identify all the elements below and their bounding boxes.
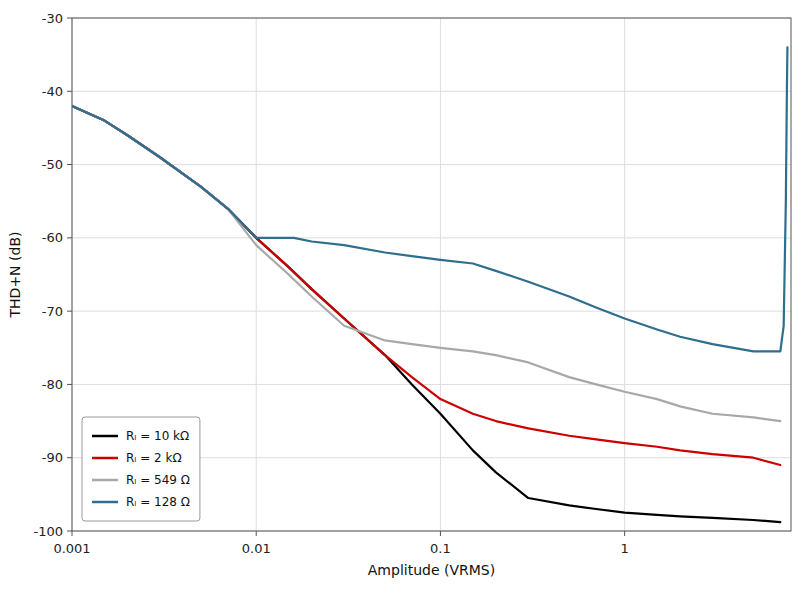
legend-box [82, 417, 200, 521]
x-tick-label: 0.01 [242, 541, 271, 556]
x-tick [256, 531, 257, 536]
y-tick-label: -40 [42, 84, 63, 99]
y-grid-line [72, 384, 791, 385]
legend-swatch [92, 435, 118, 438]
legend-label: Rₗ = 128 Ω [126, 495, 190, 509]
x-tick [624, 531, 625, 536]
y-axis-label: THD+N (dB) [7, 232, 23, 319]
legend-swatch [92, 479, 118, 482]
x-tick [440, 531, 441, 536]
background [0, 0, 811, 589]
y-tick-label: -90 [42, 450, 63, 465]
y-tick [67, 18, 72, 19]
y-grid-line [72, 91, 791, 92]
legend-label: Rₗ = 10 kΩ [126, 429, 189, 443]
x-grid-line [440, 18, 441, 531]
series-line [72, 106, 780, 421]
y-tick-label: -50 [42, 157, 63, 172]
y-tick [67, 91, 72, 92]
series-group [72, 47, 787, 522]
plot-frame [72, 18, 791, 531]
axes: 0.001 0.01 0.1 1 -100 -90 -80 -70 -60 -50 -40 -30 [33, 11, 791, 557]
legend-swatch [92, 501, 118, 504]
y-tick [67, 164, 72, 165]
y-tick-label: -80 [42, 377, 63, 392]
x-tick [72, 531, 73, 536]
y-tick [67, 531, 72, 532]
legend-swatch [92, 457, 118, 460]
y-grid-line [72, 237, 791, 238]
x-tick-label: 0.1 [430, 541, 451, 556]
x-tick-label: 0.001 [53, 541, 90, 556]
y-grid-line [72, 311, 791, 312]
x-grid-line [256, 18, 257, 531]
y-tick [67, 237, 72, 238]
y-tick-label: -60 [42, 230, 63, 245]
series-line [72, 106, 780, 465]
series-line [72, 106, 780, 522]
y-tick [67, 384, 72, 385]
chart: 0.001 0.01 0.1 1 -100 -90 -80 -70 -60 -50 -40 -30 Am… [0, 0, 811, 589]
x-grid-line [624, 18, 625, 531]
series-line [72, 47, 787, 351]
y-tick-label: -70 [42, 304, 63, 319]
legend-label: Rₗ = 2 kΩ [126, 451, 182, 465]
legend: Rₗ = 10 kΩ Rₗ = 2 kΩ Rₗ = 549 Ω Rₗ = 128 Ω [82, 417, 200, 521]
x-tick-label: 1 [620, 541, 628, 556]
y-tick-label: -100 [33, 524, 63, 539]
y-grid-line [72, 164, 791, 165]
x-axis-label: Amplitude (VRMS) [368, 562, 495, 578]
y-tick-label: -30 [42, 11, 63, 26]
y-tick [67, 457, 72, 458]
y-tick [67, 311, 72, 312]
grid [72, 18, 791, 531]
legend-label: Rₗ = 549 Ω [126, 473, 190, 487]
